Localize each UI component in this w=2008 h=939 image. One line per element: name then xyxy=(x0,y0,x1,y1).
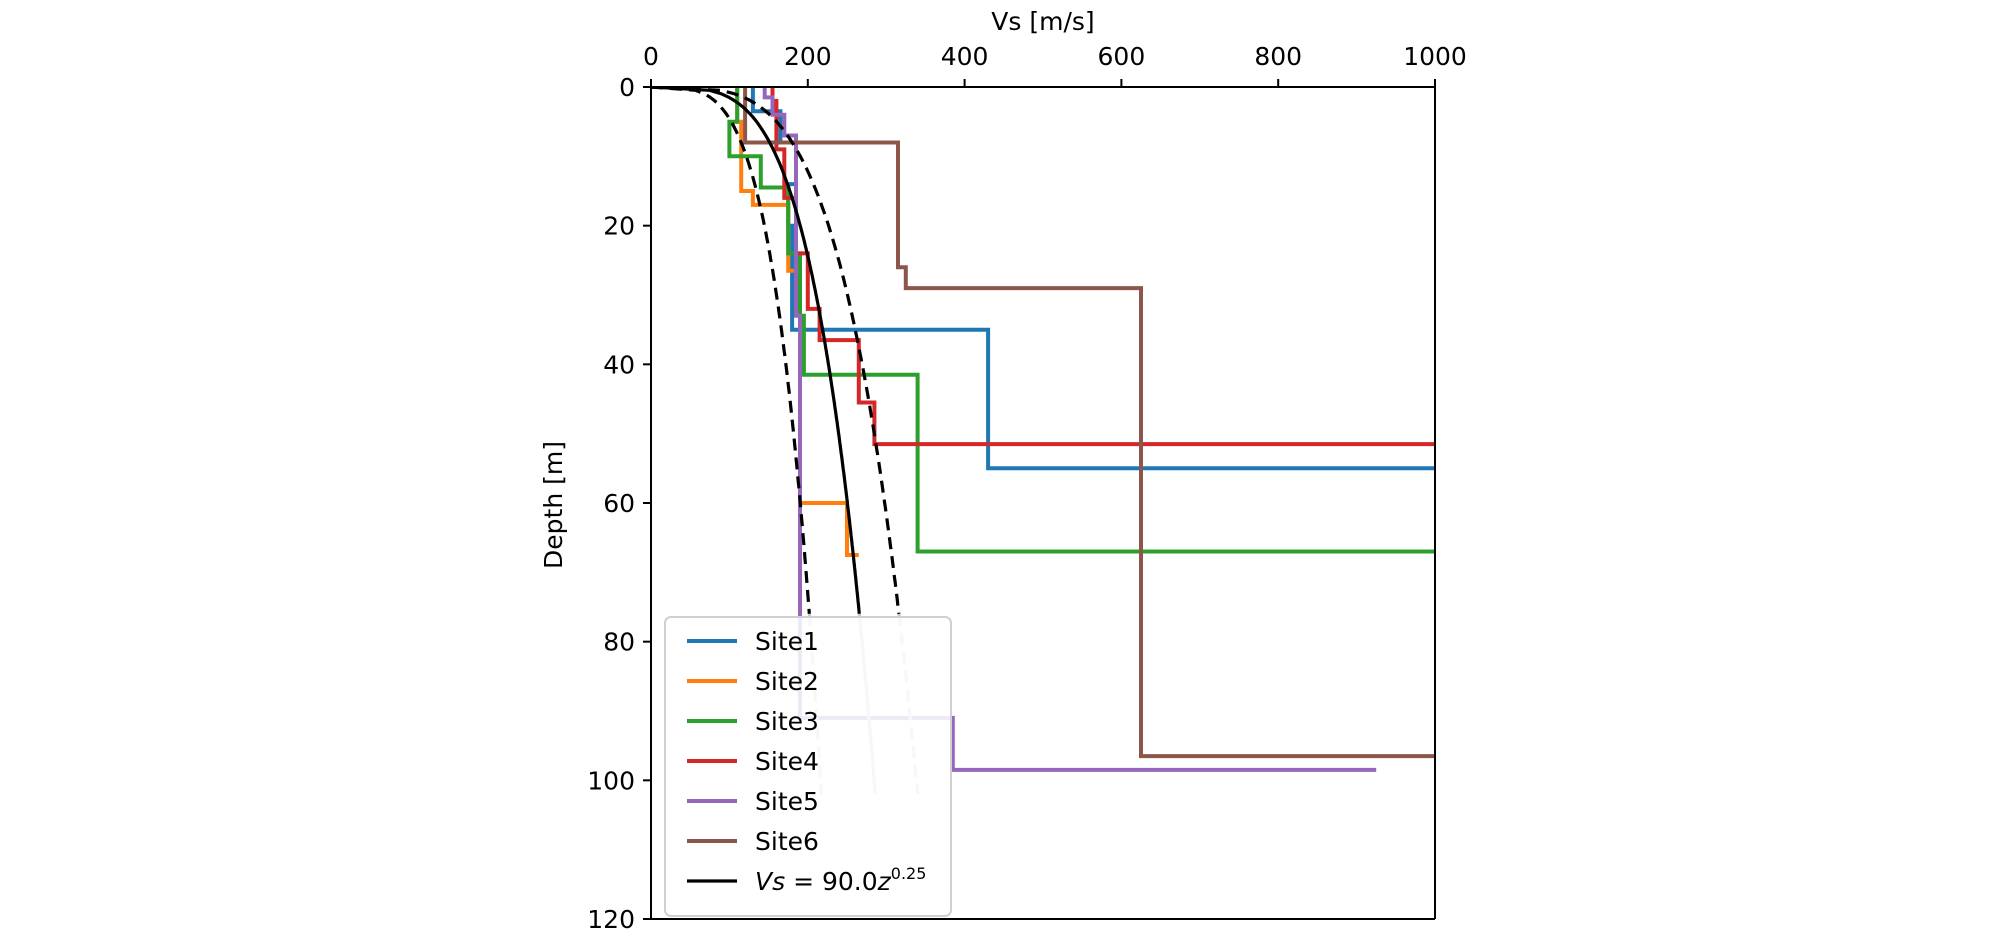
legend-label-vs-90-0z-0-25: Vs = 90.0z0.25 xyxy=(755,864,926,896)
y-axis-label: Depth [m] xyxy=(539,441,568,569)
series-vs-90-0z-0-25-curve xyxy=(651,87,861,615)
y-tick-label: 100 xyxy=(587,766,635,795)
x-tick-label: 200 xyxy=(784,42,832,71)
y-axis-ticks: 0 20 40 60 80 100 120 xyxy=(587,73,651,934)
series-upper-bound-curve xyxy=(651,87,901,615)
legend-label-site6: Site6 xyxy=(755,827,819,856)
y-tick-label: 0 xyxy=(619,73,635,102)
y-tick-label: 20 xyxy=(603,212,635,241)
series-site3-profile xyxy=(727,87,1435,554)
legend-label-site2: Site2 xyxy=(755,667,819,696)
axes: 0 200 400 600 800 1000 0 20 40 60 80 100 120 Vs [m/… xyxy=(539,7,1467,934)
series-site5-profile xyxy=(762,87,1377,772)
legend-label-site3: Site3 xyxy=(755,707,819,736)
y-tick-label: 40 xyxy=(603,350,635,379)
y-tick-label: 80 xyxy=(603,628,635,657)
x-axis-label: Vs [m/s] xyxy=(991,7,1094,36)
legend-label-site1: Site1 xyxy=(755,627,819,656)
x-axis-ticks: 0 200 400 600 800 1000 xyxy=(643,42,1467,87)
series-lower-bound-curve xyxy=(651,87,811,614)
x-tick-label: 800 xyxy=(1254,42,1302,71)
legend-label-site5: Site5 xyxy=(755,787,819,816)
y-tick-label: 120 xyxy=(587,905,635,934)
legend-label-site4: Site4 xyxy=(755,747,819,776)
plot-frame xyxy=(650,86,1436,920)
series-site6-profile xyxy=(743,87,1435,759)
x-tick-label: 400 xyxy=(941,42,989,71)
y-tick-label: 60 xyxy=(603,489,635,518)
x-tick-label: 600 xyxy=(1098,42,1146,71)
series-layer xyxy=(651,87,1435,795)
x-tick-label: 0 xyxy=(643,42,659,71)
x-tick-label: 1000 xyxy=(1403,42,1467,71)
legend: Site1 Site2 Site3 Site4 Site5 Site6 Vs = 90.0z… xyxy=(664,616,952,917)
